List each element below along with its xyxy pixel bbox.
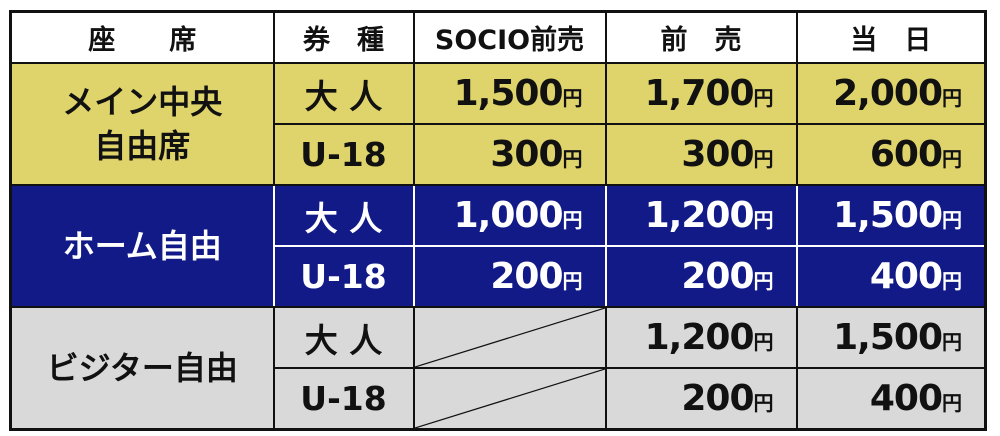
price-value: 1,200	[644, 195, 755, 236]
price-presale: 1,200円	[604, 306, 798, 369]
currency-suffix: 円	[753, 269, 774, 293]
seat-visitor: ビジター自由	[9, 306, 275, 431]
price-value: 1,500	[453, 73, 564, 114]
ticket-price-table: 座 席 券 種 SOCIO前売 前 売 当 日 メイン中央 自由席 大 人 1,…	[9, 10, 987, 431]
table-row: U-18 200円 400円	[11, 367, 987, 431]
price-socio-not-available	[412, 367, 607, 431]
price-presale: 1,200円	[604, 184, 798, 247]
price-socio: 1,000円	[412, 184, 607, 247]
seat-label-line: メイン中央	[62, 83, 223, 121]
price-value: 200	[681, 378, 754, 419]
price-value: 1,000	[453, 195, 564, 236]
ticket-type: 大 人	[272, 306, 415, 369]
currency-suffix: 円	[562, 269, 583, 293]
seat-main-center: メイン中央 自由席	[9, 62, 275, 186]
currency-suffix: 円	[942, 330, 962, 354]
header-row: 座 席 券 種 SOCIO前売 前 売 当 日	[9, 10, 987, 64]
ticket-type: U-18	[272, 123, 415, 186]
price-presale: 200円	[604, 367, 798, 431]
currency-suffix: 円	[562, 147, 583, 171]
price-value: 1,700	[644, 73, 755, 114]
price-socio-not-available	[412, 306, 607, 369]
price-presale: 300円	[604, 123, 798, 186]
price-value: 2,000	[833, 73, 943, 114]
currency-suffix: 円	[753, 330, 774, 354]
price-value: 200	[490, 256, 563, 297]
price-same-day: 400円	[795, 367, 987, 431]
diagonal-slash	[415, 369, 605, 428]
price-same-day: 600円	[795, 123, 987, 186]
currency-suffix: 円	[753, 208, 774, 232]
currency-suffix: 円	[942, 147, 962, 171]
table-row: U-18 200円 200円 400円	[11, 245, 987, 308]
diagonal-slash	[415, 308, 605, 367]
price-socio: 200円	[412, 245, 607, 308]
price-value: 600	[869, 134, 943, 175]
seat-label-line: ホーム自由	[62, 227, 222, 265]
header-presale: 前 売	[604, 10, 798, 64]
ticket-type: 大 人	[272, 184, 415, 247]
price-socio: 1,500円	[412, 62, 607, 125]
header-same-day: 当 日	[795, 10, 987, 64]
currency-suffix: 円	[562, 86, 583, 110]
price-value: 200	[681, 256, 754, 297]
seat-label-line: 自由席	[94, 127, 191, 165]
currency-suffix: 円	[753, 147, 774, 171]
currency-suffix: 円	[942, 208, 962, 232]
price-value: 1,500	[833, 317, 943, 358]
header-seat: 座 席	[9, 10, 275, 64]
price-value: 400	[869, 256, 943, 297]
ticket-type: 大 人	[272, 62, 415, 125]
currency-suffix: 円	[562, 208, 583, 232]
price-same-day: 1,500円	[795, 306, 987, 369]
price-same-day: 400円	[795, 245, 987, 308]
header-ticket-type: 券 種	[272, 10, 415, 64]
ticket-type: U-18	[272, 367, 415, 431]
seat-home: ホーム自由	[9, 184, 275, 308]
price-same-day: 1,500円	[795, 184, 987, 247]
price-same-day: 2,000円	[795, 62, 987, 125]
price-value: 300	[681, 134, 754, 175]
price-presale: 1,700円	[604, 62, 798, 125]
price-socio: 300円	[412, 123, 607, 186]
table-row: U-18 300円 300円 600円	[11, 123, 987, 186]
header-socio-presale: SOCIO前売	[412, 10, 607, 64]
currency-suffix: 円	[753, 391, 774, 415]
price-value: 1,200	[644, 317, 755, 358]
currency-suffix: 円	[942, 86, 962, 110]
currency-suffix: 円	[942, 269, 962, 293]
price-presale: 200円	[604, 245, 798, 308]
currency-suffix: 円	[753, 86, 774, 110]
table-row: ホーム自由 大 人 1,000円 1,200円 1,500円	[9, 184, 987, 308]
table-row: ビジター自由 大 人 1,200円 1,500円	[9, 306, 987, 431]
price-value: 1,500	[833, 195, 943, 236]
seat-label-line: ビジター自由	[46, 349, 238, 387]
ticket-type: U-18	[272, 245, 415, 308]
price-value: 300	[490, 134, 563, 175]
price-value: 400	[869, 378, 943, 419]
currency-suffix: 円	[942, 391, 962, 415]
table-row: メイン中央 自由席 大 人 1,500円 1,700円 2,000円	[9, 62, 987, 186]
